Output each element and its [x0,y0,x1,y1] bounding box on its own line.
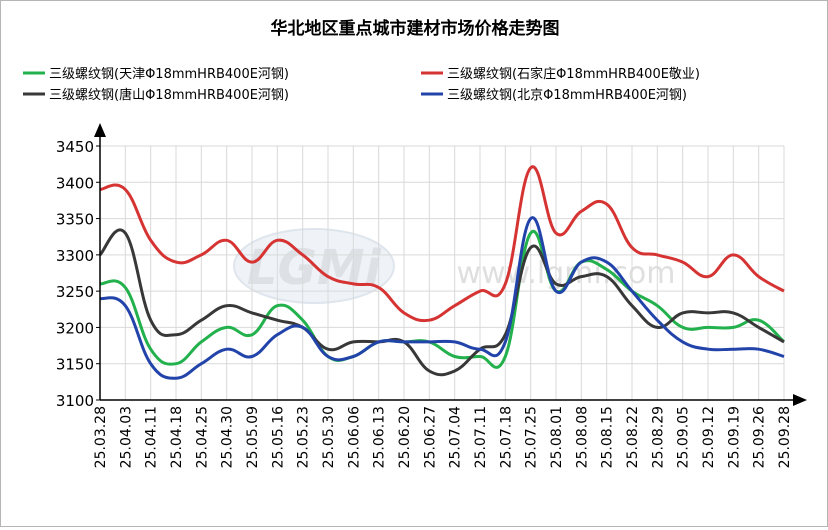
y-tick-label-3200: 3200 [56,319,94,337]
x-tick-label-25.08.08: 25.08.08 [574,406,590,468]
x-tick-label-25.08.29: 25.08.29 [650,406,666,468]
x-tick-label-25.06.06: 25.06.06 [346,406,362,468]
legend-label-1: 三级螺纹钢(天津Φ18mmHRB400E河钢) [49,67,289,82]
x-tick-label-25.06.27: 25.06.27 [422,406,438,468]
x-tick-label-25.07.04: 25.07.04 [448,406,464,468]
y-tick-label-3400: 3400 [56,174,94,192]
y-tick-label-3450: 3450 [56,138,94,156]
x-tick-label-25.04.03: 25.04.03 [118,406,134,468]
y-tick-label-3300: 3300 [56,247,94,265]
x-tick-label-25.09.26: 25.09.26 [752,406,768,468]
series-line-4 [99,216,785,380]
x-tick-label-25.06.20: 25.06.20 [397,406,413,468]
series-line-1 [99,229,786,369]
x-tick-label-25.05.09: 25.05.09 [245,406,261,468]
watermark-logo-text: LGMi [247,240,382,296]
x-tick-label-25.03.28: 25.03.28 [93,406,109,468]
x-tick-label-25.08.22: 25.08.22 [625,406,641,468]
legend-label-4: 三级螺纹钢(北京Φ18mmHRB400E河钢) [447,88,687,103]
legend: 三级螺纹钢(天津Φ18mmHRB400E河钢) 三级螺纹钢(石家庄Φ18mmHRB… [23,66,700,103]
y-tick-label-3250: 3250 [56,283,94,301]
series-line-2 [99,165,785,323]
x-axis-ticks: 25.03.28 25.04.03 25.04.11 25.04.18 25.04.25… [93,406,793,469]
x-tick-label-25.09.12: 25.09.12 [701,406,717,468]
x-tick-label-25.04.30: 25.04.30 [220,406,236,468]
x-tick-label-25.06.13: 25.06.13 [372,406,388,468]
x-tick-label-25.09.28: 25.09.28 [777,406,793,468]
grid-lines [100,145,785,400]
x-tick-label-25.04.18: 25.04.18 [169,406,185,468]
legend-label-2: 三级螺纹钢(石家庄Φ18mmHRB400E敬业) [447,66,700,82]
x-tick-label-25.09.05: 25.09.05 [676,406,692,468]
y-axis-ticks: 3100 3150 3200 3250 3300 3350 3400 3450 [56,138,100,410]
x-tick-label-25.05.30: 25.05.30 [321,406,337,468]
x-tick-label-25.07.25: 25.07.25 [524,406,540,468]
y-axis-arrow [94,123,106,137]
x-tick-label-25.04.25: 25.04.25 [194,406,210,468]
x-tick-label-25.07.11: 25.07.11 [473,406,489,468]
y-tick-label-3150: 3150 [56,356,94,374]
x-tick-label-25.07.18: 25.07.18 [498,406,514,468]
chart-title: 华北地区重点城市建材市场价格走势图 [271,18,560,39]
x-tick-label-25.08.01: 25.08.01 [549,406,565,468]
x-axis-arrow [793,394,807,406]
axes [94,123,807,406]
series-line-3 [98,228,785,377]
x-tick-label-25.05.16: 25.05.16 [270,406,286,468]
y-tick-label-3100: 3100 [56,392,94,410]
x-tick-label-25.08.15: 25.08.15 [600,406,616,468]
x-tick-label-25.05.23: 25.05.23 [296,406,312,468]
series-lines [98,165,786,380]
x-tick-label-25.09.19: 25.09.19 [726,406,742,468]
y-tick-label-3350: 3350 [56,211,94,229]
x-tick-label-25.04.11: 25.04.11 [144,406,160,468]
legend-label-3: 三级螺纹钢(唐山Φ18mmHRB400E河钢) [49,87,289,103]
